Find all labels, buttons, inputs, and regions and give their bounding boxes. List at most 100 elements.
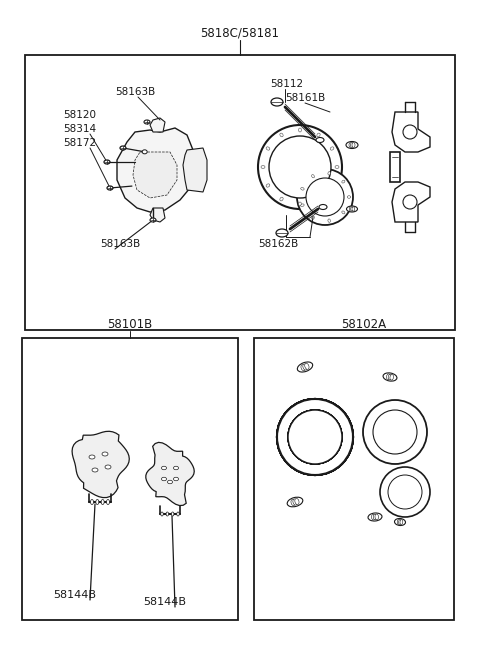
- Polygon shape: [146, 442, 194, 505]
- Ellipse shape: [349, 207, 352, 211]
- Ellipse shape: [161, 512, 163, 516]
- Ellipse shape: [330, 184, 334, 187]
- Text: 58163B: 58163B: [115, 87, 155, 97]
- Ellipse shape: [316, 137, 324, 143]
- Ellipse shape: [177, 512, 179, 516]
- Ellipse shape: [107, 499, 109, 505]
- Text: 58112: 58112: [270, 79, 303, 89]
- Ellipse shape: [166, 512, 168, 516]
- Ellipse shape: [375, 514, 379, 520]
- Ellipse shape: [383, 373, 397, 381]
- Ellipse shape: [317, 133, 320, 137]
- Ellipse shape: [330, 147, 334, 150]
- Circle shape: [288, 410, 342, 464]
- Ellipse shape: [161, 477, 167, 481]
- Polygon shape: [150, 208, 165, 222]
- Ellipse shape: [92, 468, 98, 472]
- Ellipse shape: [96, 499, 99, 505]
- Text: 58162B: 58162B: [258, 239, 298, 249]
- Circle shape: [388, 475, 422, 509]
- Ellipse shape: [305, 363, 309, 369]
- Ellipse shape: [301, 365, 305, 371]
- Circle shape: [288, 410, 342, 464]
- Ellipse shape: [352, 207, 355, 211]
- Text: 58144B: 58144B: [53, 590, 96, 600]
- Ellipse shape: [312, 175, 314, 178]
- Text: 58314: 58314: [63, 124, 96, 134]
- Ellipse shape: [317, 197, 320, 201]
- Ellipse shape: [397, 520, 400, 524]
- Ellipse shape: [276, 229, 288, 237]
- Ellipse shape: [400, 520, 403, 524]
- Ellipse shape: [388, 374, 392, 380]
- Ellipse shape: [261, 166, 265, 168]
- Ellipse shape: [173, 466, 179, 470]
- Bar: [254, 338, 454, 620]
- Ellipse shape: [171, 512, 174, 516]
- Bar: [25, 55, 455, 330]
- Text: 58101B: 58101B: [108, 318, 153, 331]
- Circle shape: [277, 399, 353, 475]
- Ellipse shape: [102, 452, 108, 456]
- Ellipse shape: [293, 499, 297, 505]
- Ellipse shape: [168, 480, 172, 484]
- Ellipse shape: [398, 520, 401, 524]
- Polygon shape: [390, 152, 400, 182]
- Polygon shape: [392, 112, 430, 152]
- Circle shape: [277, 399, 353, 475]
- Ellipse shape: [328, 171, 330, 175]
- Ellipse shape: [347, 206, 358, 212]
- Ellipse shape: [301, 187, 304, 190]
- Ellipse shape: [91, 499, 94, 505]
- Ellipse shape: [105, 465, 111, 469]
- Ellipse shape: [372, 514, 375, 520]
- Text: 58163B: 58163B: [100, 239, 140, 249]
- Ellipse shape: [89, 455, 95, 459]
- Ellipse shape: [280, 133, 283, 137]
- Circle shape: [288, 410, 342, 464]
- Ellipse shape: [271, 98, 283, 106]
- Ellipse shape: [107, 186, 113, 190]
- Text: 58102A: 58102A: [341, 318, 386, 331]
- Circle shape: [288, 410, 342, 464]
- Polygon shape: [183, 148, 207, 192]
- Ellipse shape: [350, 143, 353, 147]
- Polygon shape: [133, 152, 177, 198]
- Ellipse shape: [303, 364, 307, 370]
- Ellipse shape: [266, 147, 270, 150]
- Circle shape: [258, 125, 342, 209]
- Circle shape: [269, 136, 331, 198]
- Ellipse shape: [342, 180, 345, 183]
- Ellipse shape: [280, 197, 283, 201]
- Text: 58120: 58120: [63, 110, 96, 120]
- Text: 58144B: 58144B: [144, 597, 187, 607]
- Polygon shape: [392, 182, 430, 222]
- Circle shape: [306, 178, 344, 216]
- Circle shape: [288, 410, 342, 464]
- Ellipse shape: [291, 499, 295, 506]
- Ellipse shape: [104, 160, 110, 164]
- Ellipse shape: [144, 120, 150, 124]
- Ellipse shape: [295, 499, 299, 505]
- Ellipse shape: [150, 218, 156, 222]
- Text: 58172: 58172: [63, 138, 96, 148]
- Ellipse shape: [395, 518, 406, 526]
- Text: 5818C/58181: 5818C/58181: [201, 27, 279, 40]
- Ellipse shape: [266, 184, 270, 187]
- Ellipse shape: [142, 150, 147, 154]
- Ellipse shape: [350, 207, 353, 211]
- Ellipse shape: [347, 196, 351, 198]
- Circle shape: [403, 195, 417, 209]
- Ellipse shape: [390, 374, 394, 380]
- Ellipse shape: [342, 211, 345, 214]
- Ellipse shape: [386, 374, 390, 380]
- Polygon shape: [150, 118, 165, 132]
- Ellipse shape: [368, 513, 382, 521]
- Circle shape: [297, 169, 353, 225]
- Ellipse shape: [335, 166, 339, 168]
- Ellipse shape: [328, 219, 330, 222]
- Circle shape: [363, 400, 427, 464]
- Circle shape: [277, 399, 353, 475]
- Ellipse shape: [373, 514, 377, 520]
- Ellipse shape: [346, 141, 358, 148]
